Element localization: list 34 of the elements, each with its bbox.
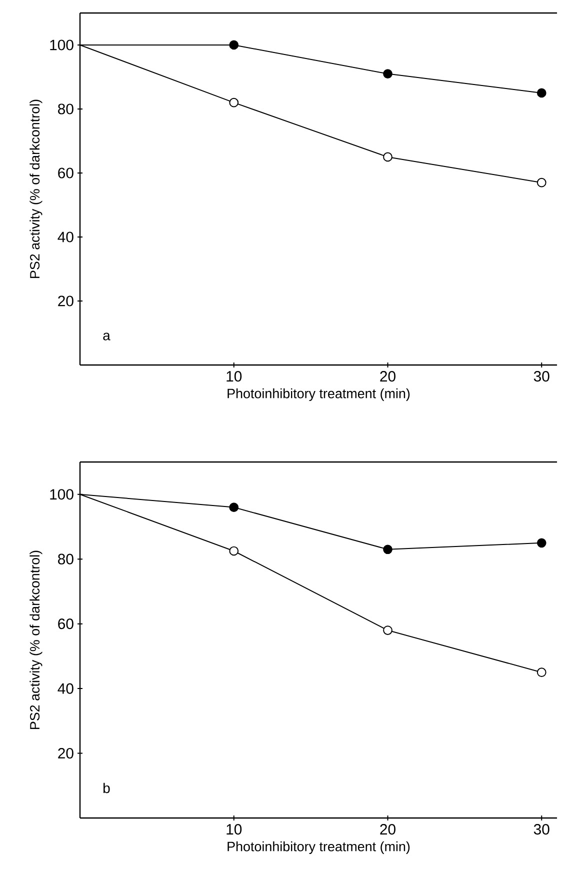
point bbox=[536, 668, 546, 678]
y-tick-label: 100 bbox=[50, 489, 74, 500]
point bbox=[229, 502, 239, 512]
point bbox=[229, 98, 239, 108]
point bbox=[229, 40, 239, 50]
point bbox=[383, 152, 392, 162]
y-tick-label: 80 bbox=[58, 554, 74, 564]
y-tick-label: 60 bbox=[58, 618, 74, 630]
y-tick-label: 80 bbox=[58, 104, 74, 114]
point bbox=[383, 626, 392, 635]
y-tick-label: 60 bbox=[58, 168, 74, 178]
y-axis-title: PS2 activity (% of darkcontrol) bbox=[30, 100, 42, 278]
point bbox=[383, 69, 392, 78]
x-axis-title: Photoinhibitory treatment (min) bbox=[228, 388, 410, 401]
point bbox=[536, 538, 546, 548]
x-tick-label: 30 bbox=[534, 371, 550, 382]
x-tick-label: 20 bbox=[380, 824, 396, 835]
annotation: a bbox=[103, 332, 110, 340]
y-tick-label: 40 bbox=[58, 232, 74, 242]
point bbox=[536, 178, 546, 188]
x-tick-label: 20 bbox=[380, 371, 396, 382]
x-tick-label: 30 bbox=[534, 824, 550, 835]
y-tick-label: 100 bbox=[50, 40, 74, 50]
y-tick-label: 40 bbox=[58, 683, 74, 694]
point bbox=[383, 544, 392, 554]
x-tick-label: 10 bbox=[226, 824, 242, 835]
x-axis-title: Photoinhibitory treatment (min) bbox=[228, 841, 410, 854]
y-axis-title: PS2 activity (% of darkcontrol) bbox=[30, 550, 42, 729]
y-tick-label: 20 bbox=[58, 296, 74, 306]
point bbox=[229, 546, 239, 556]
annotation: b bbox=[104, 782, 110, 794]
x-tick-label: 10 bbox=[226, 371, 242, 382]
point bbox=[536, 88, 546, 98]
y-tick-label: 20 bbox=[58, 748, 74, 759]
